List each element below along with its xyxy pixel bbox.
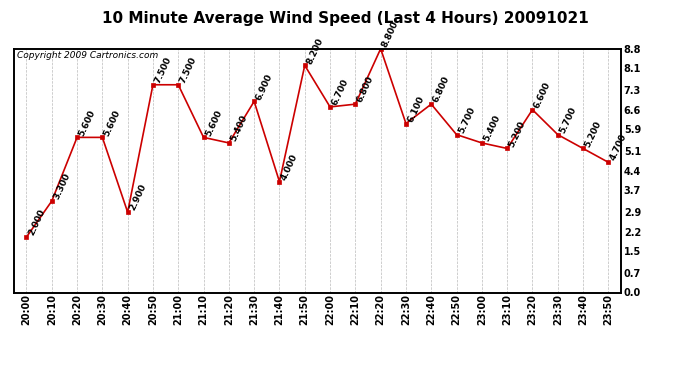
Text: 7.500: 7.500 bbox=[153, 56, 173, 85]
Text: 6.800: 6.800 bbox=[355, 75, 375, 104]
Text: 8.200: 8.200 bbox=[305, 36, 325, 65]
Text: 6.800: 6.800 bbox=[431, 75, 451, 104]
Text: 3.300: 3.300 bbox=[52, 172, 72, 201]
Text: 6.600: 6.600 bbox=[533, 80, 553, 110]
Text: 6.100: 6.100 bbox=[406, 94, 426, 123]
Text: 2.900: 2.900 bbox=[128, 183, 148, 212]
Text: 5.400: 5.400 bbox=[229, 114, 249, 143]
Text: Copyright 2009 Cartronics.com: Copyright 2009 Cartronics.com bbox=[17, 51, 158, 60]
Text: 5.700: 5.700 bbox=[457, 105, 477, 135]
Text: 5.600: 5.600 bbox=[77, 108, 97, 137]
Text: 5.600: 5.600 bbox=[204, 108, 224, 137]
Text: 10 Minute Average Wind Speed (Last 4 Hours) 20091021: 10 Minute Average Wind Speed (Last 4 Hou… bbox=[101, 11, 589, 26]
Text: 5.700: 5.700 bbox=[558, 105, 578, 135]
Text: 6.700: 6.700 bbox=[330, 78, 350, 107]
Text: 8.800: 8.800 bbox=[381, 20, 401, 49]
Text: 5.200: 5.200 bbox=[507, 119, 527, 148]
Text: 7.500: 7.500 bbox=[178, 56, 198, 85]
Text: 5.200: 5.200 bbox=[583, 119, 603, 148]
Text: 5.600: 5.600 bbox=[102, 108, 122, 137]
Text: 4.700: 4.700 bbox=[609, 133, 629, 162]
Text: 6.900: 6.900 bbox=[254, 72, 274, 101]
Text: 2.000: 2.000 bbox=[26, 208, 46, 237]
Text: 5.400: 5.400 bbox=[482, 114, 502, 143]
Text: 4.000: 4.000 bbox=[279, 152, 299, 182]
